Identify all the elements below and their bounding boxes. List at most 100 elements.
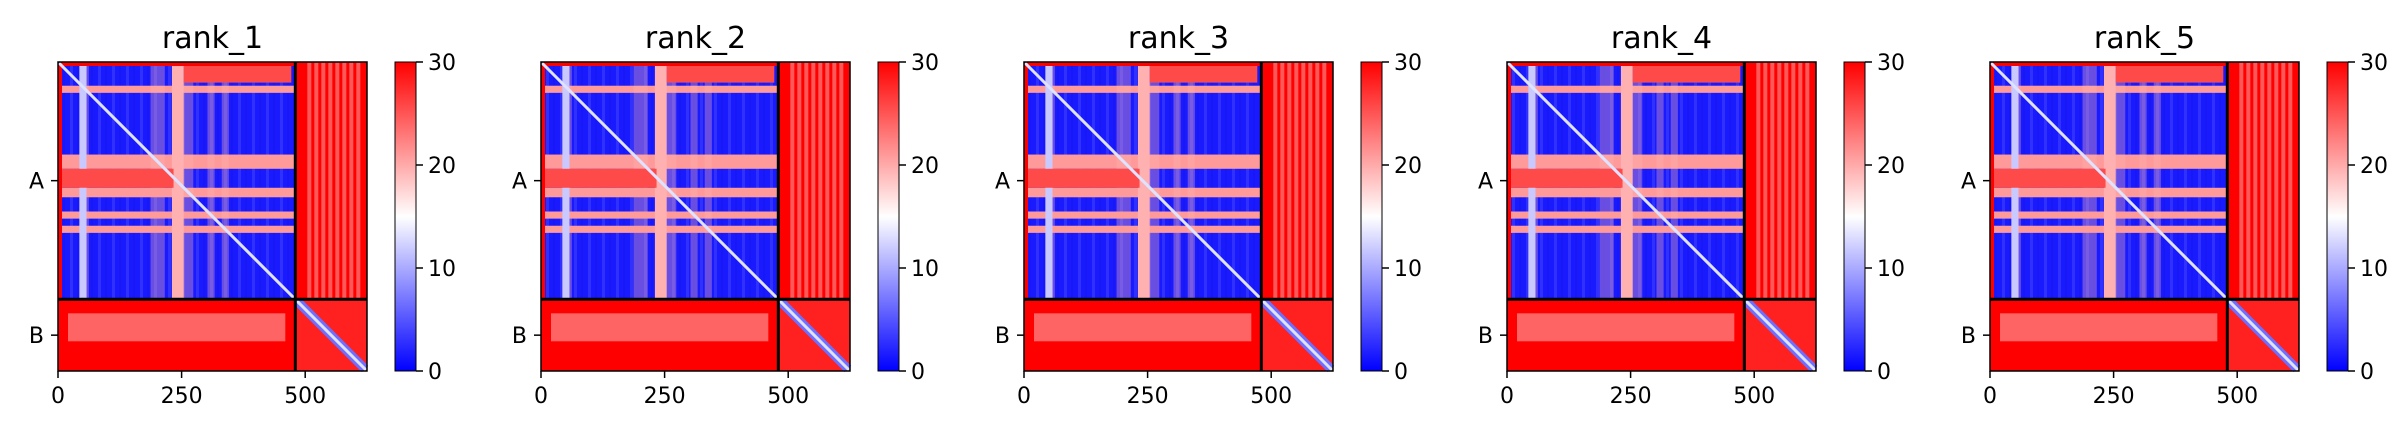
chain-label: B bbox=[1961, 324, 1976, 349]
chain-label: B bbox=[995, 324, 1010, 349]
interchain-stripe bbox=[804, 62, 809, 300]
flexible-band-col bbox=[666, 66, 677, 300]
interchain-stripe bbox=[1805, 62, 1810, 300]
chain-label: B bbox=[29, 324, 44, 349]
chain-label: A bbox=[512, 170, 527, 195]
offdiag-block bbox=[1149, 66, 1258, 83]
interchain-band bbox=[1517, 313, 1735, 342]
colorbar bbox=[1843, 61, 1866, 372]
offdiag-block bbox=[1511, 168, 1623, 188]
colorbar-tick-label: 0 bbox=[428, 360, 442, 385]
x-tick-label: 250 bbox=[2093, 384, 2135, 409]
interchain-stripe bbox=[1763, 62, 1768, 300]
colorbar-tick-label: 10 bbox=[2360, 257, 2388, 282]
interchain-stripe bbox=[335, 62, 340, 300]
flexible-band-col bbox=[704, 66, 712, 300]
diagonal bbox=[1506, 61, 1817, 372]
offdiag-block bbox=[62, 168, 174, 188]
interchain-stripe bbox=[1280, 62, 1285, 300]
interchain-stripe bbox=[1756, 62, 1761, 300]
x-tick-label: 0 bbox=[1500, 384, 1514, 409]
offdiag-block bbox=[1994, 168, 2106, 188]
interchain-stripe bbox=[818, 62, 823, 300]
colorbar-tick-label: 30 bbox=[428, 51, 456, 76]
flexible-band-col bbox=[1149, 66, 1160, 300]
colorbar-tick-label: 10 bbox=[1394, 257, 1422, 282]
pae-panel-1: rank_1 0 250 500 A B 0 10 20 30 bbox=[29, 21, 456, 409]
plot-frame bbox=[57, 61, 368, 372]
interchain-stripe bbox=[342, 62, 347, 300]
interchain-stripe bbox=[1273, 62, 1278, 300]
interchain-stripe bbox=[1770, 62, 1775, 300]
flexible-band-col bbox=[1670, 66, 1678, 300]
colorbar-tick-label: 20 bbox=[428, 154, 456, 179]
interchain-stripe bbox=[2267, 62, 2272, 300]
interchain-band bbox=[1034, 313, 1252, 342]
colorbar bbox=[2326, 61, 2349, 372]
flexible-band-col bbox=[183, 66, 194, 300]
colorbar-tick-label: 20 bbox=[1877, 154, 1905, 179]
flexible-band-col bbox=[1173, 66, 1181, 300]
colorbar-tick-label: 20 bbox=[1394, 154, 1422, 179]
colorbar-tick-label: 20 bbox=[911, 154, 939, 179]
x-tick-label: 250 bbox=[1610, 384, 1652, 409]
interchain-stripe bbox=[811, 62, 816, 300]
x-tick-label: 500 bbox=[767, 384, 809, 409]
colorbar bbox=[877, 61, 900, 372]
interchain-stripe bbox=[1308, 62, 1313, 300]
chain-label: A bbox=[995, 170, 1010, 195]
colorbar-tick-label: 30 bbox=[2360, 51, 2388, 76]
plot-frame bbox=[540, 61, 851, 372]
plot-frame bbox=[1023, 61, 1334, 372]
x-tick-label: 250 bbox=[161, 384, 203, 409]
offdiag-block bbox=[666, 66, 775, 83]
panel-title: rank_3 bbox=[1128, 21, 1229, 56]
x-tick-label: 0 bbox=[534, 384, 548, 409]
interchain-stripe bbox=[1315, 62, 1320, 300]
interchain-stripe bbox=[1791, 62, 1796, 300]
diagonal bbox=[57, 61, 368, 372]
colorbar bbox=[394, 61, 417, 372]
x-tick-label: 0 bbox=[51, 384, 65, 409]
interchain-stripe bbox=[2288, 62, 2293, 300]
interchain-stripe bbox=[1301, 62, 1306, 300]
plot-frame bbox=[1506, 61, 1817, 372]
interchain-stripe bbox=[314, 62, 319, 300]
interchain-stripe bbox=[839, 62, 844, 300]
x-tick-label: 0 bbox=[1017, 384, 1031, 409]
chain-label: A bbox=[1961, 170, 1976, 195]
chain-label: A bbox=[1478, 170, 1493, 195]
interchain-stripe bbox=[1287, 62, 1292, 300]
interchain-stripe bbox=[356, 62, 361, 300]
colorbar-tick-label: 10 bbox=[911, 257, 939, 282]
flexible-band-col bbox=[2139, 66, 2147, 300]
interchain-stripe bbox=[307, 62, 312, 300]
flexible-band-col bbox=[2115, 66, 2126, 300]
interchain-stripe bbox=[2246, 62, 2251, 300]
chain-label: B bbox=[1478, 324, 1493, 349]
interchain-stripe bbox=[825, 62, 830, 300]
colorbar bbox=[1360, 61, 1383, 372]
x-tick-label: 500 bbox=[1250, 384, 1292, 409]
interchain-stripe bbox=[1294, 62, 1299, 300]
x-tick-label: 500 bbox=[1733, 384, 1775, 409]
pae-panel-4: rank_4 0 250 500 A B 0 10 20 30 bbox=[1478, 21, 1905, 409]
interchain-stripe bbox=[328, 62, 333, 300]
pae-panel-5: rank_5 0 250 500 A B 0 10 20 30 bbox=[1961, 21, 2388, 409]
flexible-band-col bbox=[690, 66, 698, 300]
interchain-stripe bbox=[2274, 62, 2279, 300]
offdiag-block bbox=[1632, 66, 1741, 83]
pae-panel-2: rank_2 0 250 500 A B 0 10 20 30 bbox=[512, 21, 939, 409]
colorbar-tick-label: 30 bbox=[1394, 51, 1422, 76]
flexible-band-col bbox=[1632, 66, 1643, 300]
chain-label: A bbox=[29, 170, 44, 195]
x-tick-label: 250 bbox=[644, 384, 686, 409]
colorbar-tick-label: 0 bbox=[1394, 360, 1408, 385]
interchain-stripe bbox=[2260, 62, 2265, 300]
flexible-band-col bbox=[1656, 66, 1664, 300]
offdiag-block bbox=[2115, 66, 2224, 83]
interchain-stripe bbox=[1784, 62, 1789, 300]
panel-title: rank_4 bbox=[1611, 21, 1712, 56]
panel-title: rank_2 bbox=[645, 21, 746, 56]
